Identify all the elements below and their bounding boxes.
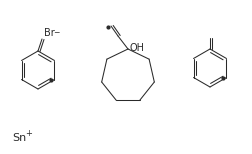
Text: OH: OH bbox=[130, 43, 144, 53]
Text: Br: Br bbox=[44, 28, 54, 38]
Text: −: − bbox=[53, 28, 59, 37]
Text: Sn: Sn bbox=[12, 133, 26, 143]
Text: +: + bbox=[25, 130, 32, 138]
